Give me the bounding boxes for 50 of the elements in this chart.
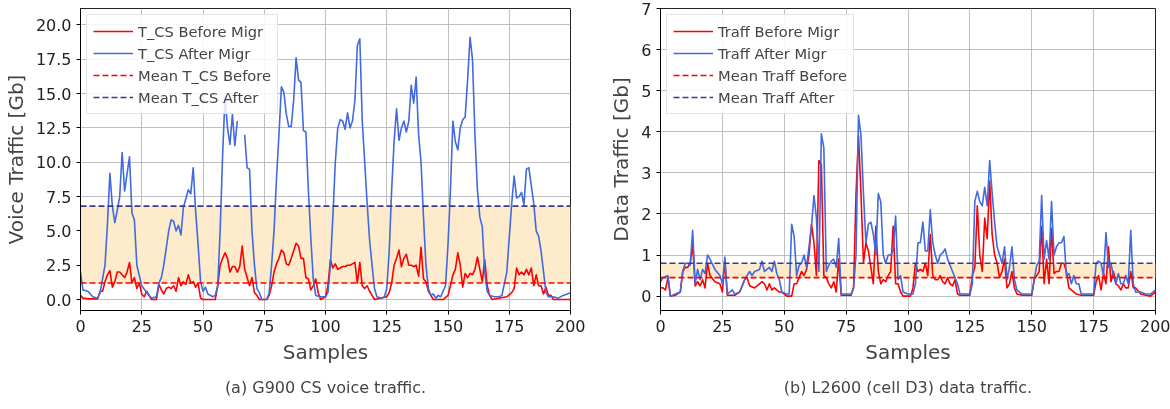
y-tick-label: 12.5 [35, 118, 72, 138]
x-tick-label: 175 [1078, 316, 1109, 336]
x-axis-title: Samples [865, 339, 951, 364]
y-axis-title: Voice Traffic [Gb] [3, 74, 28, 245]
y-tick-label: 5 [641, 81, 652, 101]
x-tick-label: 125 [371, 316, 403, 336]
y-tick-label: 0 [641, 287, 652, 307]
y-tick-label: 2.5 [46, 256, 72, 276]
x-tick-label: 0 [655, 316, 666, 336]
y-tick-label: 10.0 [35, 153, 72, 173]
x-tick-label: 175 [493, 316, 525, 336]
x-tick-label: 50 [192, 316, 214, 336]
x-tick-label: 150 [1016, 316, 1048, 336]
y-tick-label: 7 [641, 0, 652, 19]
y-tick-label: 2 [641, 204, 652, 224]
legend-label: Mean T_CS Before [138, 66, 271, 84]
x-tick-label: 100 [310, 316, 341, 336]
x-tick-label: 125 [954, 316, 986, 336]
y-axis-title: Data Traffic [Gb] [609, 77, 634, 242]
x-tick-label: 50 [774, 316, 795, 336]
legend-label: Traff Before Migr [718, 22, 840, 40]
legend-label: T_CS After Migr [138, 44, 251, 62]
y-tick-label: 20.0 [35, 15, 72, 35]
x-tick-label: 200 [554, 316, 586, 336]
x-tick-label: 0 [75, 316, 86, 336]
x-tick-label: 75 [835, 316, 857, 336]
y-tick-label: 3 [641, 163, 652, 183]
y-tick-label: 15.0 [35, 84, 72, 104]
x-tick-label: 25 [712, 316, 733, 336]
x-axis-title: Samples [282, 339, 369, 364]
x-tick-label: 200 [1139, 316, 1170, 336]
legend-label: Mean T_CS After [138, 88, 259, 106]
legend-label: T_CS Before Migr [138, 22, 264, 40]
y-tick-label: 6 [641, 40, 652, 60]
y-tick-label: 0.0 [46, 290, 72, 310]
y-tick-label: 7.5 [46, 187, 72, 207]
y-tick-label: 17.5 [35, 50, 72, 70]
x-tick-label: 100 [892, 316, 924, 336]
line-series [80, 242, 571, 301]
y-tick-label: 1 [641, 246, 652, 266]
text: (a) G900 CS voice traffic. [224, 377, 427, 397]
legend-label: Mean Traff Before [718, 66, 848, 84]
legend-label: Traff After Migr [718, 44, 827, 62]
y-tick-label: 5.0 [46, 221, 72, 241]
x-tick-label: 25 [131, 316, 152, 336]
legend-label: Mean Traff After [718, 88, 835, 106]
x-tick-label: 75 [254, 316, 275, 336]
x-tick-label: 150 [432, 316, 464, 336]
y-tick-label: 4 [641, 122, 652, 142]
text: (b) L2600 (cell D3) data traffic. [783, 377, 1033, 397]
